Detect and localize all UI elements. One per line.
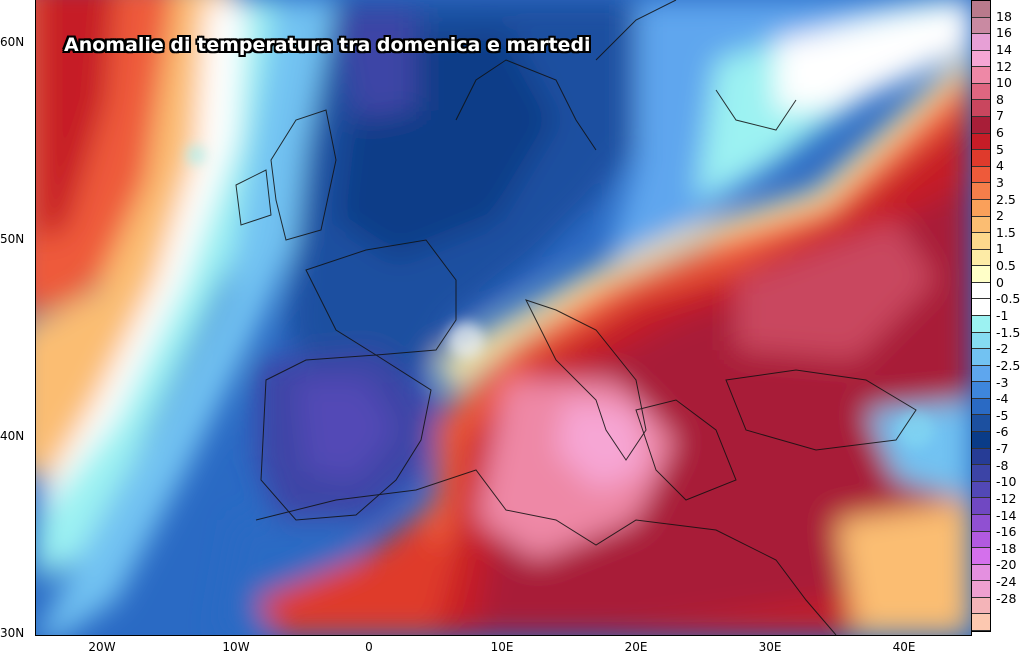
colorbar-swatch bbox=[972, 34, 990, 51]
lat-label-30n: 30N bbox=[0, 626, 25, 640]
anomaly-field bbox=[36, 0, 971, 635]
colorbar-swatch bbox=[972, 183, 990, 200]
colorbar-label: -20 bbox=[996, 557, 1017, 573]
colorbar-label: 5 bbox=[996, 141, 1004, 157]
lon-label-20w: 20W bbox=[88, 640, 116, 654]
colorbar-swatch bbox=[972, 432, 990, 449]
colorbar-label: 16 bbox=[996, 25, 1012, 41]
colorbar-label: 3 bbox=[996, 174, 1004, 190]
lon-label-10e: 10E bbox=[490, 640, 514, 654]
colorbar-label: 2.5 bbox=[996, 191, 1016, 207]
colorbar-swatch bbox=[972, 564, 990, 582]
temperature-anomaly-map bbox=[35, 0, 972, 636]
colorbar-swatch bbox=[972, 531, 990, 549]
colorbar-label: 14 bbox=[996, 41, 1012, 57]
colorbar-swatch bbox=[972, 581, 990, 598]
colorbar-swatch bbox=[972, 199, 990, 217]
colorbar-label: 2 bbox=[996, 208, 1004, 224]
colorbar-label: 0 bbox=[996, 274, 1004, 290]
colorbar-label: -12 bbox=[996, 490, 1017, 506]
colorbar bbox=[971, 0, 991, 632]
colorbar-label: -3 bbox=[996, 374, 1009, 390]
colorbar-label: -4 bbox=[996, 391, 1009, 407]
colorbar-swatch bbox=[972, 50, 990, 68]
colorbar-label: -7 bbox=[996, 441, 1009, 457]
colorbar-label: 8 bbox=[996, 91, 1004, 107]
colorbar-swatch bbox=[972, 133, 990, 151]
colorbar-swatch bbox=[972, 398, 990, 416]
lat-label-40n: 40N bbox=[0, 429, 25, 443]
colorbar-label: 1.5 bbox=[996, 224, 1016, 240]
colorbar-swatch bbox=[972, 282, 990, 300]
colorbar-label: -2.5 bbox=[996, 357, 1021, 373]
colorbar-swatch bbox=[972, 299, 990, 316]
colorbar-swatch bbox=[972, 166, 990, 184]
colorbar-label: 7 bbox=[996, 108, 1004, 124]
colorbar-swatch bbox=[972, 597, 990, 615]
colorbar-label: -28 bbox=[996, 590, 1017, 606]
colorbar-label: -1 bbox=[996, 308, 1009, 323]
lon-label-10w: 10W bbox=[222, 640, 250, 654]
colorbar-label: -24 bbox=[996, 574, 1017, 590]
lat-label-60n: 60N bbox=[0, 35, 25, 49]
colorbar-swatch bbox=[972, 465, 990, 482]
colorbar-label: 18 bbox=[996, 8, 1012, 24]
colorbar-swatch bbox=[972, 415, 990, 433]
colorbar-label: 1 bbox=[996, 241, 1004, 257]
colorbar-label: 0.5 bbox=[996, 258, 1016, 274]
colorbar-label: -14 bbox=[996, 507, 1017, 523]
colorbar-swatch bbox=[972, 514, 990, 532]
lat-label-50n: 50N bbox=[0, 232, 25, 246]
coastlines bbox=[235, 0, 917, 635]
colorbar-swatch bbox=[972, 349, 990, 366]
colorbar-swatch bbox=[972, 100, 990, 118]
colorbar-swatch bbox=[972, 498, 990, 515]
colorbar-label: -2 bbox=[996, 341, 1009, 357]
colorbar-swatch bbox=[972, 1, 990, 18]
lon-label-0: 0 bbox=[365, 640, 373, 654]
colorbar-swatch bbox=[972, 614, 990, 631]
lon-label-20e: 20E bbox=[624, 640, 648, 654]
lon-label-40e: 40E bbox=[892, 640, 916, 654]
colorbar-swatch bbox=[972, 67, 990, 84]
colorbar-label: -18 bbox=[996, 540, 1017, 556]
colorbar-swatch bbox=[972, 548, 990, 565]
colorbar-label: 10 bbox=[996, 75, 1012, 91]
colorbar-label: -0.5 bbox=[996, 291, 1021, 307]
colorbar-swatch bbox=[972, 83, 990, 101]
colorbar-label: 4 bbox=[996, 158, 1004, 174]
colorbar-swatch bbox=[972, 365, 990, 383]
colorbar-swatch bbox=[972, 117, 990, 134]
colorbar-swatch bbox=[972, 266, 990, 283]
colorbar-label: 6 bbox=[996, 125, 1004, 141]
colorbar-swatch bbox=[972, 17, 990, 35]
colorbar-swatch bbox=[972, 448, 990, 466]
colorbar-swatch bbox=[972, 150, 990, 167]
colorbar-swatch bbox=[972, 382, 990, 399]
colorbar-label: -10 bbox=[996, 474, 1017, 490]
colorbar-label: -6 bbox=[996, 424, 1009, 440]
colorbar-swatch bbox=[972, 315, 990, 333]
colorbar-label: -8 bbox=[996, 457, 1009, 473]
colorbar-label: 12 bbox=[996, 58, 1012, 74]
colorbar-swatch bbox=[972, 481, 990, 499]
colorbar-label: -1.5 bbox=[996, 324, 1021, 340]
colorbar-swatch bbox=[972, 249, 990, 267]
colorbar-swatch bbox=[972, 216, 990, 234]
colorbar-swatch bbox=[972, 332, 990, 350]
colorbar-label: -16 bbox=[996, 524, 1017, 540]
colorbar-swatch bbox=[972, 233, 990, 250]
map-title: Anomalie di temperatura tra domenica e m… bbox=[64, 34, 591, 56]
lon-label-30e: 30E bbox=[758, 640, 782, 654]
colorbar-label: -5 bbox=[996, 407, 1009, 423]
